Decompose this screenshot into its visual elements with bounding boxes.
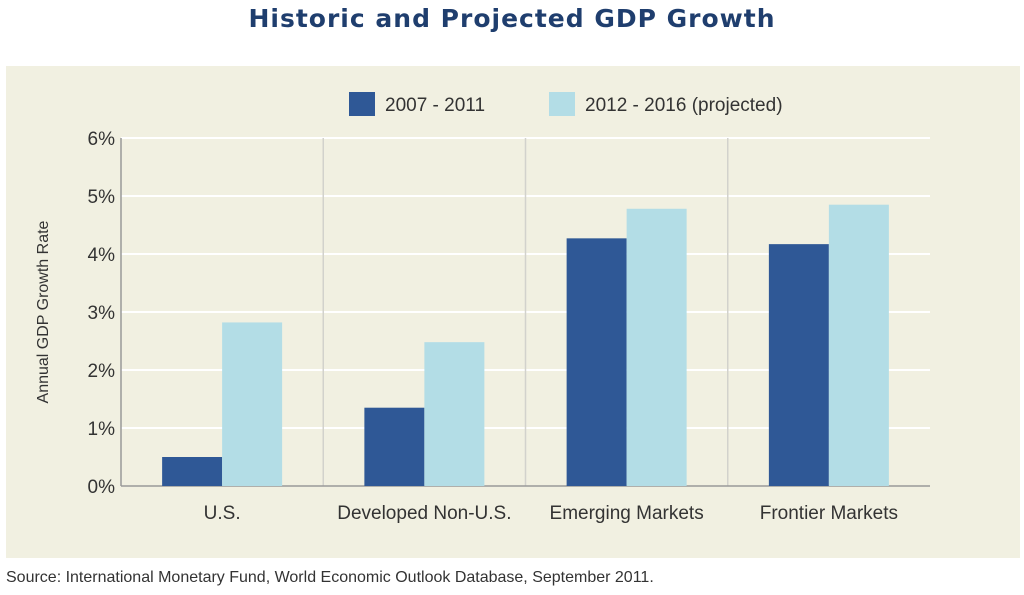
y-tick-label: 0% [88,477,116,498]
source-note: Source: International Monetary Fund, Wor… [6,569,654,586]
y-tick-label: 2% [88,361,116,382]
bar-projected [222,322,283,486]
chart-svg: 0% 1% 2% 3% 4% 5% 6% U.S. Developed Non-U.S. Emer… [35,92,930,524]
x-tick-label: Developed Non-U.S. [337,503,511,524]
chart-title: Historic and Projected GDP Growth [248,4,776,33]
bar-projected [828,204,889,486]
y-tick-label: 4% [88,245,116,266]
bar-projected [424,342,485,486]
y-tick-label: 6% [88,129,116,150]
y-axis-title: Annual GDP Growth Rate [35,220,52,403]
bar-historic [364,407,425,486]
x-tick-label: Frontier Markets [760,503,898,524]
bar-projected [626,208,687,486]
legend-swatch [349,92,375,116]
x-tick-label: Emerging Markets [550,503,704,524]
y-tick-label: 1% [88,419,116,440]
legend-label: 2012 - 2016 (projected) [585,95,783,116]
y-tick-label: 5% [88,187,116,208]
bar-historic [768,244,829,486]
chart-panel: 0% 1% 2% 3% 4% 5% 6% U.S. Developed Non-U.S. Emer… [6,66,1020,558]
x-tick-label: U.S. [204,503,241,524]
bar-historic [566,238,627,486]
legend-swatch [549,92,575,116]
legend-label: 2007 - 2011 [385,95,485,116]
bar-historic [162,457,223,486]
y-tick-label: 3% [88,303,116,324]
